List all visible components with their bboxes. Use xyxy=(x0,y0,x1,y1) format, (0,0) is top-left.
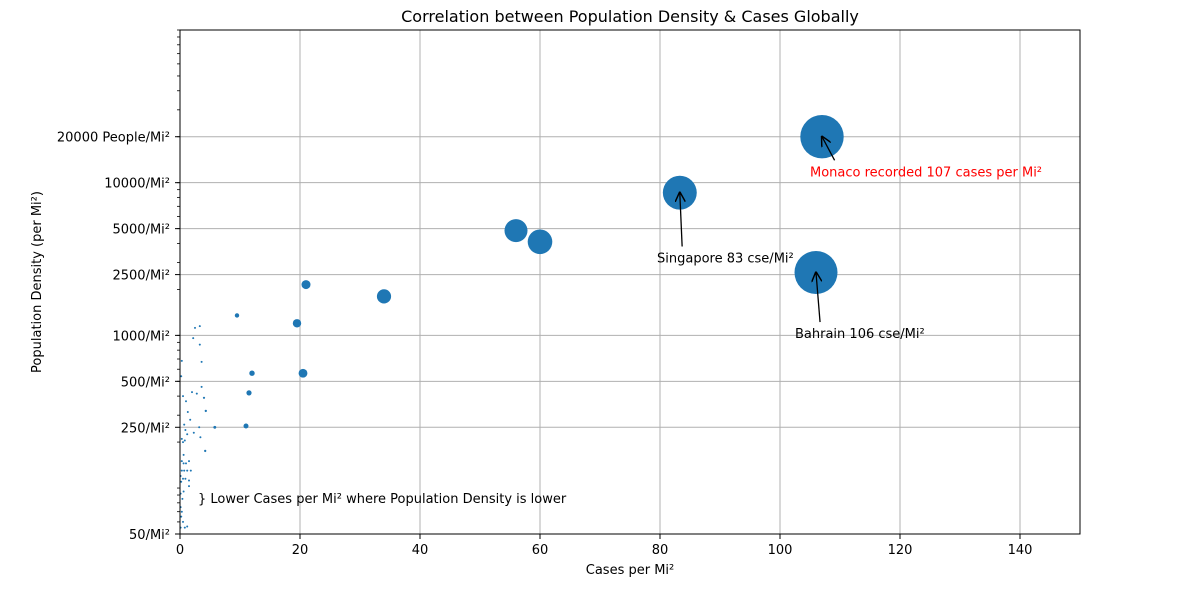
scatter-point xyxy=(301,280,311,290)
y-tick-label: 5000/Mi² xyxy=(112,223,170,238)
scatter-point xyxy=(189,469,192,472)
scatter-point xyxy=(180,480,183,483)
x-tick-label: 0 xyxy=(176,543,184,558)
scatter-point xyxy=(182,441,184,444)
annotations: Monaco recorded 107 cases per Mi² Singapo… xyxy=(198,137,1042,507)
scatter-point xyxy=(181,497,184,500)
scatter-point xyxy=(183,526,186,529)
scatter-point xyxy=(186,433,189,436)
scatter-point xyxy=(198,426,201,429)
annotation-arrow xyxy=(816,273,820,323)
annotation-arrow xyxy=(680,193,682,247)
scatter-point xyxy=(198,325,201,328)
x-axis-label: Cases per Mi² xyxy=(586,563,675,578)
scatter-point xyxy=(185,462,187,465)
scatter-point xyxy=(204,449,207,453)
scatter-point xyxy=(183,469,186,472)
annotation-arrow xyxy=(822,137,836,161)
x-tick-label: 100 xyxy=(768,543,793,558)
annotation-label: Bahrain 106 cse/Mi² xyxy=(795,327,925,342)
x-tick-label: 120 xyxy=(888,543,913,558)
scatter-point xyxy=(180,515,183,518)
scatter-point xyxy=(246,390,252,396)
annotation-label: Singapore 83 cse/Mi² xyxy=(657,252,794,267)
x-tick-label: 140 xyxy=(1008,543,1033,558)
data-points xyxy=(179,115,844,529)
scatter-point xyxy=(182,477,184,480)
scatter-point xyxy=(182,520,184,523)
scatter-point xyxy=(243,423,249,429)
scatter-point xyxy=(213,425,217,429)
scatter-point xyxy=(182,490,185,493)
scatter-point xyxy=(192,431,195,434)
scatter-point xyxy=(188,485,190,488)
scatter-point xyxy=(504,219,528,243)
scatter-point xyxy=(180,375,183,378)
scatter-point xyxy=(180,469,183,472)
scatter-point xyxy=(527,229,553,255)
scatter-point xyxy=(195,392,198,395)
scatter-point xyxy=(182,453,185,456)
y-tick-label: 500/Mi² xyxy=(121,375,170,390)
plot-frame xyxy=(179,29,1081,535)
scatter-point xyxy=(202,396,206,399)
scatter-point xyxy=(186,469,189,472)
scatter-point xyxy=(185,400,187,403)
scatter-point xyxy=(180,510,183,513)
scatter-point xyxy=(183,439,186,442)
scatter-point xyxy=(180,359,183,362)
y-axis-label: Population Density (per Mi²) xyxy=(30,191,45,373)
scatter-point xyxy=(183,423,186,426)
scatter-point xyxy=(184,477,187,480)
scatter-point xyxy=(184,428,187,431)
scatter-point xyxy=(182,395,184,398)
scatter-point xyxy=(180,437,183,440)
x-tick-label: 40 xyxy=(412,543,429,558)
scatter-point xyxy=(199,436,202,439)
scatter-point xyxy=(191,391,193,394)
y-tick-label: 250/Mi² xyxy=(121,421,170,436)
chart-title: Correlation between Population Density &… xyxy=(401,7,859,26)
y-tick-label: 10000/Mi² xyxy=(104,177,170,192)
scatter-point xyxy=(204,409,207,413)
scatter-point xyxy=(194,326,196,329)
scatter-point xyxy=(249,370,255,376)
scatter-point xyxy=(234,313,240,318)
grid xyxy=(179,30,1080,535)
scatter-point xyxy=(200,385,203,388)
scatter-point xyxy=(186,410,189,413)
tick-labels: 0 20 40 60 80 100 120 140 50/Mi² 250/Mi² 500/Mi² 10… xyxy=(57,131,1033,558)
scatter-point xyxy=(188,479,190,482)
y-tick-label: 50/Mi² xyxy=(129,528,170,543)
x-tick-label: 20 xyxy=(292,543,309,558)
scatter-point xyxy=(189,418,192,421)
x-tick-label: 60 xyxy=(532,543,549,558)
scatter-point xyxy=(292,319,302,328)
scatter-point xyxy=(180,460,183,463)
scatter-point xyxy=(182,462,185,465)
scatter-point xyxy=(188,460,190,463)
annotation-label: } Lower Cases per Mi² where Population D… xyxy=(198,492,567,507)
y-tick-label: 20000 People/Mi² xyxy=(57,131,170,146)
y-tick-label: 2500/Mi² xyxy=(112,269,170,284)
scatter-point xyxy=(192,337,195,340)
scatter-point xyxy=(298,368,308,378)
scatter-point xyxy=(198,343,201,346)
scatter-point xyxy=(376,289,392,304)
scatter-point xyxy=(186,525,189,528)
x-tick-label: 80 xyxy=(652,543,669,558)
annotation-label: Monaco recorded 107 cases per Mi² xyxy=(810,165,1042,180)
scatter-point xyxy=(200,360,203,363)
y-tick-label: 1000/Mi² xyxy=(112,329,170,344)
